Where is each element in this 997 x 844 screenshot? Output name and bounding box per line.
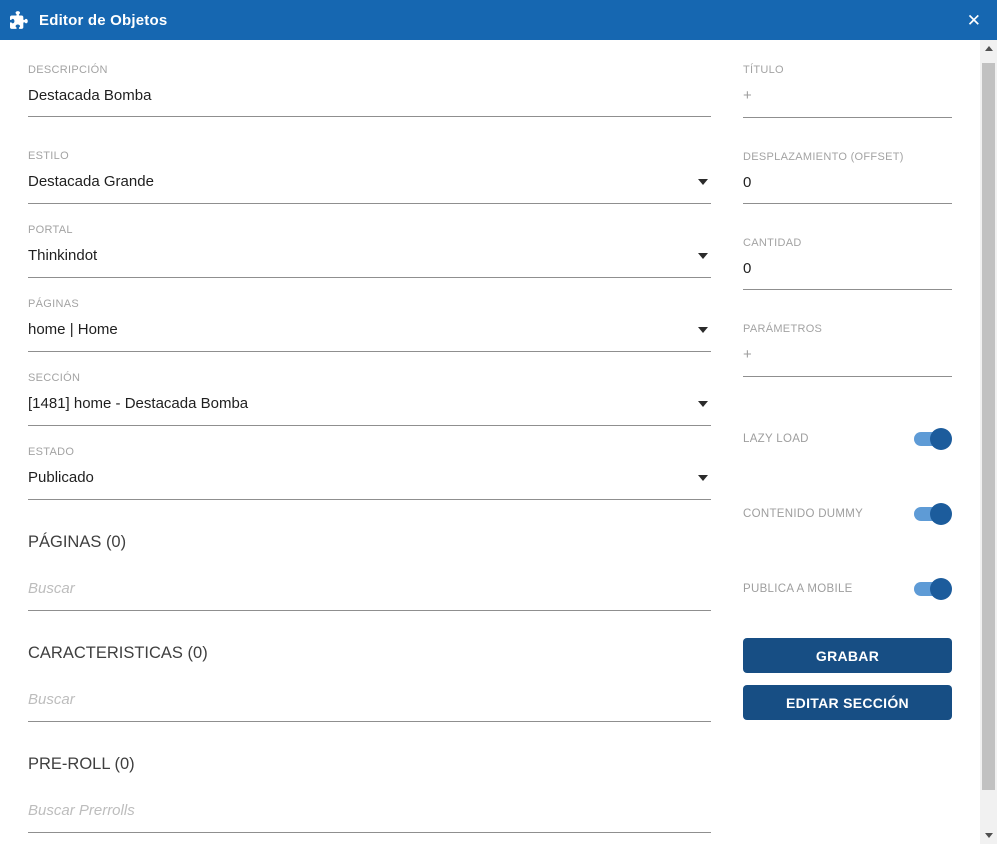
field-cantidad: CANTIDAD bbox=[743, 237, 952, 290]
search-input-paginas[interactable] bbox=[28, 574, 711, 611]
select-seccion[interactable]: SECCIÓN [1481] home - Destacada Bomba bbox=[28, 372, 711, 426]
select-estilo[interactable]: ESTILO Destacada Grande bbox=[28, 150, 711, 204]
editar-seccion-button[interactable]: EDITAR SECCIÓN bbox=[743, 685, 952, 720]
add-parametros-button[interactable]: + bbox=[743, 346, 752, 363]
field-label: DESPLAZAMIENTO (OFFSET) bbox=[743, 151, 904, 163]
select-value: Destacada Grande bbox=[28, 173, 154, 190]
toggle-label: PUBLICA A MOBILE bbox=[743, 583, 853, 595]
field-label: CANTIDAD bbox=[743, 237, 802, 249]
button-stack: GRABAR EDITAR SECCIÓN bbox=[743, 638, 952, 720]
grabar-button[interactable]: GRABAR bbox=[743, 638, 952, 673]
field-desplazamiento: DESPLAZAMIENTO (OFFSET) bbox=[743, 151, 952, 204]
desplazamiento-input[interactable] bbox=[743, 174, 952, 191]
scrollbar-down-arrow[interactable] bbox=[980, 827, 997, 844]
toggle-row-publica-mobile: PUBLICA A MOBILE bbox=[743, 576, 952, 602]
select-paginas[interactable]: PÁGINAS home | Home bbox=[28, 298, 711, 352]
add-titulo-button[interactable]: + bbox=[743, 87, 752, 104]
section-title-caracteristicas: CARACTERISTICAS (0) bbox=[28, 644, 208, 662]
search-caracteristicas bbox=[28, 685, 711, 722]
field-label: DESCRIPCIÓN bbox=[28, 64, 108, 76]
search-preroll bbox=[28, 796, 711, 833]
publica-mobile-toggle[interactable] bbox=[914, 578, 952, 600]
select-value: home | Home bbox=[28, 321, 118, 338]
select-value: Thinkindot bbox=[28, 247, 98, 264]
lazy-load-toggle[interactable] bbox=[914, 428, 952, 450]
field-label: PARÁMETROS bbox=[743, 323, 823, 335]
field-titulo: TÍTULO + bbox=[743, 64, 952, 118]
toggle-knob bbox=[930, 503, 952, 525]
field-label: SECCIÓN bbox=[28, 372, 81, 384]
field-parametros: PARÁMETROS + bbox=[743, 323, 952, 377]
field-label: ESTADO bbox=[28, 446, 75, 458]
field-label: ESTILO bbox=[28, 150, 69, 162]
select-portal[interactable]: PORTAL Thinkindot bbox=[28, 224, 711, 278]
field-descripcion: DESCRIPCIÓN bbox=[28, 64, 711, 117]
chevron-down-icon bbox=[698, 401, 708, 407]
left-column: DESCRIPCIÓN ESTILO Destacada Grande PORT… bbox=[28, 64, 711, 844]
toggle-knob bbox=[930, 578, 952, 600]
contenido-dummy-toggle[interactable] bbox=[914, 503, 952, 525]
chevron-down-icon bbox=[698, 253, 708, 259]
search-input-preroll[interactable] bbox=[28, 796, 711, 833]
chevron-down-icon bbox=[698, 475, 708, 481]
select-value: Publicado bbox=[28, 469, 94, 486]
select-estado[interactable]: ESTADO Publicado bbox=[28, 446, 711, 500]
scrollbar-thumb[interactable] bbox=[982, 63, 995, 790]
field-label: PORTAL bbox=[28, 224, 73, 236]
toggle-row-lazy-load: LAZY LOAD bbox=[743, 426, 952, 452]
toggle-label: CONTENIDO DUMMY bbox=[743, 508, 864, 520]
section-title-paginas: PÁGINAS (0) bbox=[28, 533, 127, 551]
toggle-row-contenido-dummy: CONTENIDO DUMMY bbox=[743, 501, 952, 527]
search-input-caracteristicas[interactable] bbox=[28, 685, 711, 722]
toggle-label: LAZY LOAD bbox=[743, 433, 809, 445]
select-value: [1481] home - Destacada Bomba bbox=[28, 395, 249, 412]
toggle-knob bbox=[930, 428, 952, 450]
puzzle-icon bbox=[10, 10, 30, 30]
vertical-scrollbar bbox=[980, 40, 997, 844]
descripcion-input[interactable] bbox=[28, 87, 711, 104]
field-label: TÍTULO bbox=[743, 64, 784, 76]
section-title-preroll: PRE-ROLL (0) bbox=[28, 755, 135, 773]
close-icon[interactable]: ✕ bbox=[966, 10, 981, 30]
field-label: PÁGINAS bbox=[28, 298, 80, 310]
chevron-down-icon bbox=[698, 179, 708, 185]
cantidad-input[interactable] bbox=[743, 260, 952, 277]
scrollbar-up-arrow[interactable] bbox=[980, 40, 997, 57]
search-paginas bbox=[28, 574, 711, 611]
right-column: TÍTULO + DESPLAZAMIENTO (OFFSET) CANTIDA… bbox=[743, 64, 952, 844]
modal-header: Editor de Objetos ✕ bbox=[0, 0, 997, 40]
chevron-down-icon bbox=[698, 327, 708, 333]
modal-body: DESCRIPCIÓN ESTILO Destacada Grande PORT… bbox=[0, 40, 980, 844]
modal-title: Editor de Objetos bbox=[39, 11, 168, 29]
